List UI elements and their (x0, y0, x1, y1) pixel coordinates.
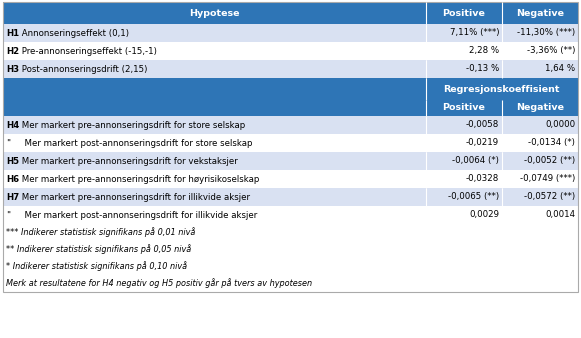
Text: Merk at resultatene for H4 negativ og H5 positiv går på tvers av hypotesen: Merk at resultatene for H4 negativ og H5… (6, 279, 312, 288)
Text: -0,0052 (**): -0,0052 (**) (524, 156, 575, 166)
Text: * Indikerer statistisk signifikans på 0,10 nivå: * Indikerer statistisk signifikans på 0,… (6, 262, 187, 271)
Text: 0,0000: 0,0000 (545, 121, 575, 129)
Bar (3, 241, 578, 258)
Text: ": " (6, 139, 10, 147)
Text: H7: H7 (6, 193, 19, 201)
Text: -0,0064 (*): -0,0064 (*) (452, 156, 499, 166)
Text: 0,0029: 0,0029 (469, 211, 499, 219)
Bar (3, 2, 578, 292)
Text: Mer markert pre-annonseringsdrift for vekstaksjer: Mer markert pre-annonseringsdrift for ve… (19, 156, 238, 166)
Text: Hypotese: Hypotese (189, 8, 239, 18)
Text: -3,36% (**): -3,36% (**) (526, 47, 575, 55)
Text: *** Indikerer statistisk signifikans på 0,01 nivå: *** Indikerer statistisk signifikans på … (6, 227, 195, 237)
Text: ** Indikerer statistisk signifikans på 0,05 nivå: ** Indikerer statistisk signifikans på 0… (6, 245, 191, 255)
Text: -0,0328: -0,0328 (466, 174, 499, 184)
Text: Regresjonskoeffisient: Regresjonskoeffisient (443, 84, 560, 94)
Text: 0,0014: 0,0014 (545, 211, 575, 219)
Text: -0,0134 (*): -0,0134 (*) (528, 139, 575, 147)
Text: Pre-annonseringseffekt (-15,-1): Pre-annonseringseffekt (-15,-1) (19, 47, 157, 55)
Text: 1,64 %: 1,64 % (545, 65, 575, 73)
Bar (3, 134, 578, 152)
Text: ": " (6, 211, 10, 219)
Text: -0,13 %: -0,13 % (466, 65, 499, 73)
Text: H4: H4 (6, 121, 19, 129)
Text: H3: H3 (6, 65, 19, 73)
Text: Mer markert post-annonseringsdrift for store selskap: Mer markert post-annonseringsdrift for s… (19, 139, 253, 147)
Text: Mer markert pre-annonseringsdrift for store selskap: Mer markert pre-annonseringsdrift for st… (19, 121, 245, 129)
Bar (3, 275, 578, 292)
Text: Annonseringseffekt (0,1): Annonseringseffekt (0,1) (19, 28, 129, 38)
Text: Mer markert pre-annonseringsdrift for høyrisikoselskap: Mer markert pre-annonseringsdrift for hø… (19, 174, 259, 184)
Bar (3, 188, 578, 206)
Text: Negative: Negative (516, 8, 564, 18)
Bar (3, 170, 578, 188)
Text: Negative: Negative (516, 103, 564, 113)
Text: -0,0749 (***): -0,0749 (***) (520, 174, 575, 184)
Bar (3, 224, 578, 241)
Text: -0,0219: -0,0219 (466, 139, 499, 147)
Bar (3, 78, 578, 100)
Bar (3, 206, 578, 224)
Text: Positive: Positive (442, 8, 485, 18)
Bar (3, 24, 578, 42)
Text: H6: H6 (6, 174, 19, 184)
Bar (3, 152, 578, 170)
Text: 2,28 %: 2,28 % (469, 47, 499, 55)
Text: H1: H1 (6, 28, 19, 38)
Text: H2: H2 (6, 47, 19, 55)
Bar (3, 60, 578, 78)
Text: Post-annonseringsdrift (2,15): Post-annonseringsdrift (2,15) (19, 65, 148, 73)
Text: -0,0058: -0,0058 (466, 121, 499, 129)
Text: -11,30% (***): -11,30% (***) (517, 28, 575, 38)
Text: Mer markert pre-annonseringsdrift for illikvide aksjer: Mer markert pre-annonseringsdrift for il… (19, 193, 250, 201)
Bar (3, 100, 578, 116)
Bar (3, 42, 578, 60)
Bar (3, 258, 578, 275)
Text: Positive: Positive (442, 103, 485, 113)
Bar (3, 2, 578, 24)
Bar (3, 116, 578, 134)
Text: Mer markert post-annonseringsdrift for illikvide aksjer: Mer markert post-annonseringsdrift for i… (19, 211, 257, 219)
Text: -0,0572 (**): -0,0572 (**) (524, 193, 575, 201)
Text: 7,11% (***): 7,11% (***) (450, 28, 499, 38)
Text: -0,0065 (**): -0,0065 (**) (448, 193, 499, 201)
Text: H5: H5 (6, 156, 19, 166)
